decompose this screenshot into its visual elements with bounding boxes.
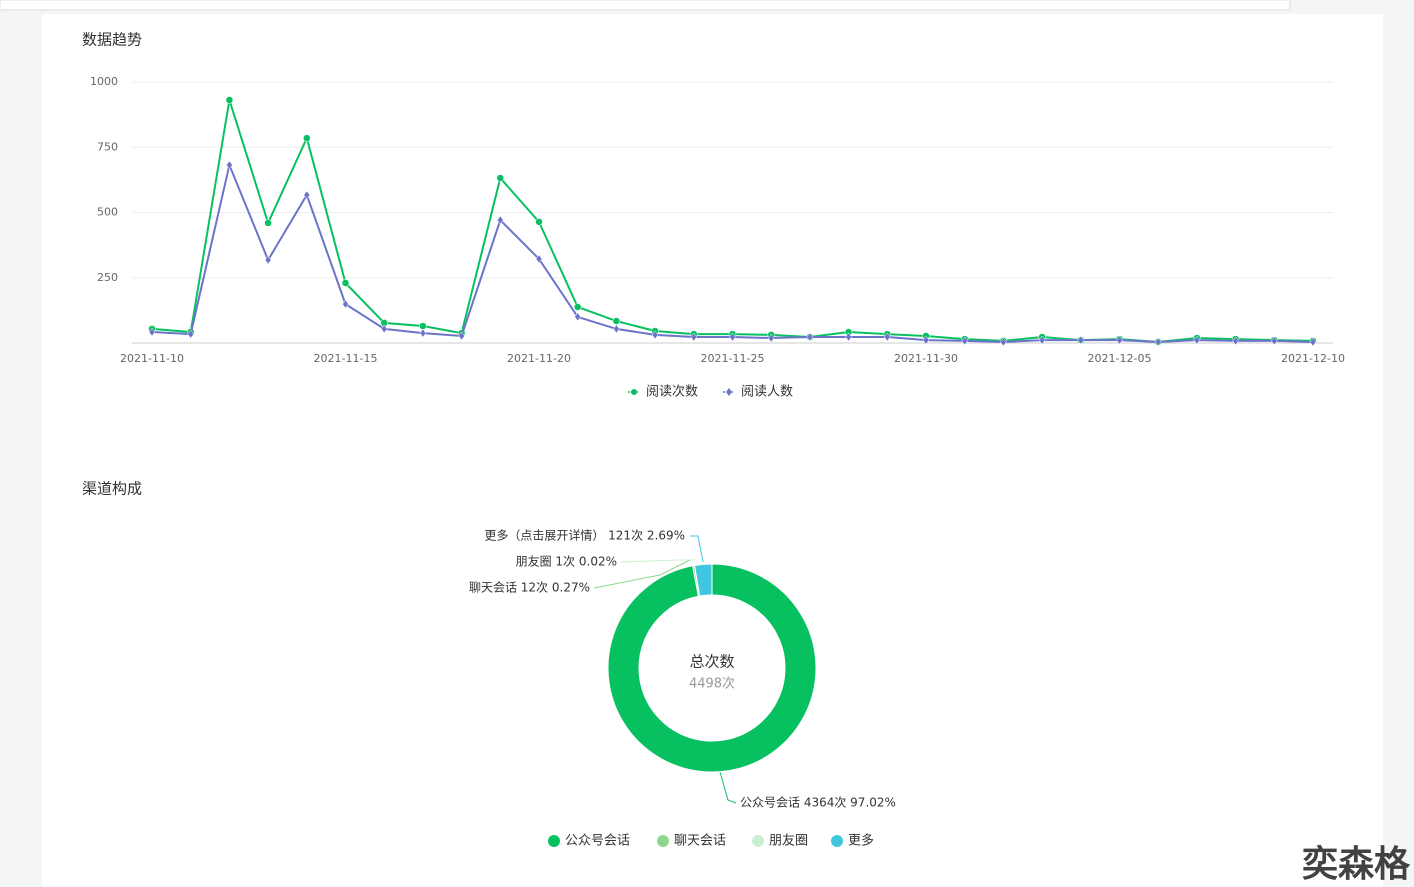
point (573, 303, 582, 311)
slice-label: 公众号会话 4364次 97.02% (740, 796, 896, 810)
legend-label: 公众号会话 (565, 834, 630, 849)
address-bar[interactable] (0, 0, 1291, 11)
point (1270, 336, 1278, 346)
leader-line (593, 559, 691, 589)
point (496, 174, 505, 182)
slice-label: 聊天会话 12次 0.27% (469, 581, 590, 595)
slice-label: 更多（点击展开详情） 121次 2.69% (484, 528, 685, 543)
point (1193, 335, 1201, 345)
point (690, 332, 698, 342)
point (1116, 335, 1123, 345)
point (845, 332, 852, 342)
point (612, 317, 621, 325)
point (1309, 337, 1317, 347)
x-tick-label: 2021-11-15 (314, 352, 378, 365)
point (148, 327, 156, 337)
y-tick-label: 1000 (90, 75, 118, 88)
legend-label: 阅读人数 (741, 385, 793, 400)
x-tick-label: 2021-12-10 (1281, 352, 1345, 365)
legend-marker (657, 835, 669, 847)
point (303, 190, 311, 200)
point (264, 255, 272, 265)
point (380, 324, 388, 334)
legend-label: 阅读次数 (646, 384, 698, 400)
legend-marker (548, 835, 560, 847)
point (458, 331, 465, 341)
point (419, 322, 427, 330)
point (1000, 337, 1007, 347)
legend-label: 朋友圈 (769, 833, 808, 849)
x-tick-label: 2021-11-20 (507, 352, 571, 365)
point (806, 332, 814, 342)
point (341, 279, 350, 287)
point (1154, 337, 1162, 347)
chart-title: 数据趋势 (82, 31, 142, 49)
legend-marker (831, 835, 843, 847)
y-tick-label: 500 (97, 206, 118, 219)
point (651, 330, 659, 340)
x-tick-label: 2021-11-25 (701, 352, 765, 365)
y-tick-label: 750 (97, 140, 118, 153)
point (574, 312, 582, 322)
point (729, 332, 736, 342)
watermark: 奕森格 (1302, 843, 1411, 885)
point (883, 332, 891, 342)
center-value: 4498次 (689, 676, 735, 692)
leader-line (719, 771, 737, 804)
point (226, 160, 233, 170)
legend-label: 更多 (848, 833, 874, 849)
legend-label: 聊天会话 (674, 834, 726, 849)
point (922, 335, 930, 345)
point (535, 254, 543, 264)
slice-label: 朋友圈 1次 0.02% (516, 555, 617, 569)
x-tick-label: 2021-11-30 (894, 352, 958, 365)
legend-marker (631, 389, 637, 395)
point (303, 134, 311, 142)
point (419, 328, 427, 338)
leader-line (690, 535, 704, 563)
point (767, 333, 775, 343)
legend-marker (752, 835, 764, 847)
point (535, 218, 543, 226)
point (613, 324, 620, 334)
point (342, 299, 349, 309)
y-tick-label: 250 (97, 271, 118, 284)
donut-slice (607, 563, 817, 773)
point (1232, 336, 1239, 346)
donut-slice (693, 563, 713, 597)
x-tick-label: 2021-11-10 (120, 352, 184, 365)
chart-title: 渠道构成 (82, 480, 142, 498)
legend-marker (726, 388, 732, 396)
point (264, 219, 272, 227)
point (1038, 335, 1046, 345)
point (1077, 335, 1085, 345)
point (961, 336, 969, 346)
leader-line (620, 559, 695, 563)
x-tick-label: 2021-12-05 (1088, 352, 1152, 365)
point (496, 215, 504, 225)
point (225, 96, 234, 104)
point (187, 329, 195, 339)
center-title: 总次数 (689, 653, 734, 671)
